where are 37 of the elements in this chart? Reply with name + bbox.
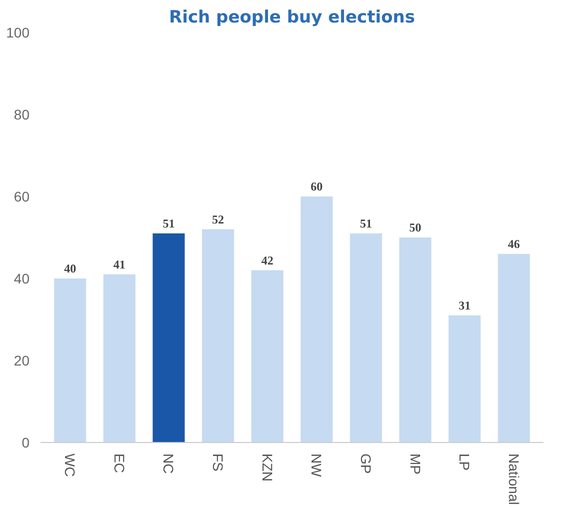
data-label: 51 <box>162 216 175 230</box>
bar <box>300 196 333 442</box>
data-label: 46 <box>508 236 520 251</box>
y-tick-label: 40 <box>14 270 30 286</box>
y-tick-label: 100 <box>6 24 30 40</box>
bar <box>251 270 284 442</box>
x-tick-label: GP <box>358 454 374 474</box>
bar <box>448 315 481 442</box>
bar <box>202 229 234 442</box>
data-label: 52 <box>212 212 224 226</box>
y-tick-label: 20 <box>14 352 30 368</box>
x-tick-label: MP <box>407 454 424 474</box>
data-label: 31 <box>458 298 471 312</box>
x-tick-label: National <box>506 454 522 505</box>
data-label: 41 <box>113 257 126 272</box>
data-label: 42 <box>261 253 274 268</box>
bar <box>54 278 86 442</box>
x-tick-label: EC <box>111 454 128 473</box>
bar <box>103 274 136 442</box>
x-tick-label: NC <box>160 454 177 474</box>
x-tick-label: FS <box>210 454 226 472</box>
data-label: 51 <box>360 216 372 230</box>
x-tick-label: WC <box>62 454 78 477</box>
x-tick-label: KZN <box>259 454 276 482</box>
y-tick-label: 0 <box>22 434 30 450</box>
data-label: 40 <box>64 262 76 276</box>
bar <box>399 238 432 442</box>
bar <box>350 233 382 442</box>
bar <box>498 254 530 442</box>
y-tick-label: 80 <box>14 106 30 122</box>
x-tick-label: LP <box>456 454 473 471</box>
y-tick-label: 60 <box>14 188 30 204</box>
data-label: 50 <box>409 220 422 234</box>
chart-title: Rich people buy elections <box>169 8 415 28</box>
x-tick-label: NW <box>308 454 325 478</box>
bar <box>152 233 185 442</box>
data-label: 60 <box>310 180 323 194</box>
